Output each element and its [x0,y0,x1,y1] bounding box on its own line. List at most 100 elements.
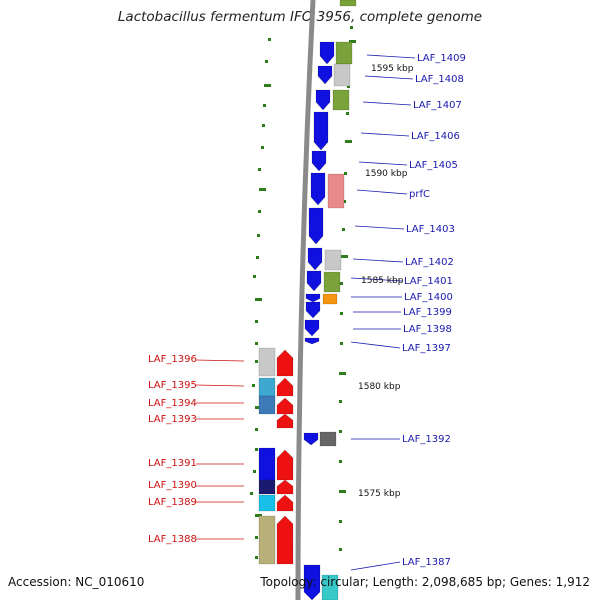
gene-label-LAF_1407[interactable]: LAF_1407 [413,100,462,111]
gene-label-LAF_1406[interactable]: LAF_1406 [411,131,460,142]
outer-tick [344,172,347,175]
leader-line-reverse [195,384,245,387]
gene-LAF_1408 [317,65,333,85]
gene-LAF_1389 [276,494,294,512]
gene-label-LAF_1400[interactable]: LAF_1400 [404,292,453,303]
gene-label-LAF_1394[interactable]: LAF_1394 [148,398,197,409]
outer-tick [341,255,348,258]
leader-line-forward [350,341,401,349]
gene-LAF_1402 [307,247,323,271]
outer-tick [347,85,350,88]
label-leaders [195,54,416,571]
gene-LAF_1403 [308,207,324,245]
cog-prfC [327,173,345,209]
gene-label-LAF_1402[interactable]: LAF_1402 [405,257,454,268]
genome-summary-text: Topology: circular; Length: 2,098,685 bp… [260,575,590,589]
gene-LAF_1392 [303,432,319,446]
gene-label-LAF_1397[interactable]: LAF_1397 [402,343,451,354]
inner-tick [258,210,261,213]
outer-tick [350,26,353,29]
outer-tick [339,430,342,433]
leader-line-forward [358,161,408,166]
kbp-label-1595: 1595 kbp [371,64,414,74]
gene-label-LAF_1393[interactable]: LAF_1393 [148,414,197,425]
inner-tick [253,275,256,278]
gene-LAF_1394 [276,397,294,415]
inner-tick [264,84,271,87]
cog-LAF_1394 [258,395,276,415]
inner-tick [265,60,268,63]
cog-LAF_1395 [258,377,276,397]
inner-tick [252,384,255,387]
gene-label-LAF_1396[interactable]: LAF_1396 [148,354,197,365]
cog-LAF_1407 [332,89,350,111]
inner-tick [255,298,262,301]
outer-tick [339,490,346,493]
outer-tick [346,112,349,115]
cog-LAF_1388 [258,515,276,565]
map-title: Lactobacillus fermentum IFO 3956, comple… [117,9,483,25]
inner-tick [268,38,271,41]
cog-LAF_1392 [319,431,337,447]
inner-tick [255,342,258,345]
gene-label-LAF_1395[interactable]: LAF_1395 [148,380,197,391]
gene-LAF_1406 [313,111,329,151]
inner-tick [259,188,266,191]
gene-LAF_1390 [276,479,294,495]
leader-line-forward [360,132,410,137]
outer-tick [340,312,343,315]
inner-tick [255,406,262,409]
gene-label-LAF_1405[interactable]: LAF_1405 [409,160,458,171]
inner-tick [255,428,258,431]
outer-tick [342,228,345,231]
gene-LAF_1396 [276,349,294,377]
gene-features [258,0,357,600]
gene-LAF_1407 [315,89,331,111]
cog-LAF_1409 [335,41,353,65]
inner-tick [258,168,261,171]
gene-label-LAF_1398[interactable]: LAF_1398 [403,324,452,335]
gene-label-LAF_1392[interactable]: LAF_1392 [402,434,451,445]
leader-line-forward [350,277,403,282]
gene-label-LAF_1391[interactable]: LAF_1391 [148,458,197,469]
inner-tick [253,470,256,473]
cog-LAF_1400 [322,293,338,305]
gene-label-LAF_1408[interactable]: LAF_1408 [415,74,464,85]
gene-LAF_1391 [276,449,294,481]
leader-line-forward [350,561,401,571]
cog-top [339,0,357,7]
gene-LAF_1398 [304,319,320,337]
inner-tick [255,448,258,451]
outer-tick [345,140,352,143]
backbone-line [295,0,316,600]
gene-label-LAF_1409[interactable]: LAF_1409 [417,53,466,64]
gene-label-LAF_1399[interactable]: LAF_1399 [403,307,452,318]
kbp-label-1580: 1580 kbp [358,382,401,392]
leader-line-forward [352,258,404,263]
outer-tick [340,282,343,285]
inner-tick [255,320,258,323]
inner-tick [255,514,262,517]
gene-label-prfC[interactable]: prfC [409,189,430,200]
outer-tick [339,520,342,523]
gene-LAF_1400 [305,293,321,303]
gene-label-LAF_1401[interactable]: LAF_1401 [404,276,453,287]
gene-LAF_1405 [311,150,327,172]
gene-label-LAF_1390[interactable]: LAF_1390 [148,480,197,491]
gene-label-LAF_1387[interactable]: LAF_1387 [402,557,451,568]
inner-tick [262,124,265,127]
kbp-label-1590: 1590 kbp [365,169,408,179]
cog-LAF_1389 [258,494,276,512]
cog-LAF_1387 [321,574,339,600]
inner-tick [255,556,258,559]
gene-label-LAF_1403[interactable]: LAF_1403 [406,224,455,235]
gene-LAF_1399 [305,301,321,319]
leader-line-forward [366,54,416,59]
gene-label-LAF_1388[interactable]: LAF_1388 [148,534,197,545]
gene-LAF_1387 [303,564,321,600]
cog-LAF_1390 [258,479,276,495]
gene-label-LAF_1389[interactable]: LAF_1389 [148,497,197,508]
kbp-label-1585: 1585 kbp [361,276,404,286]
